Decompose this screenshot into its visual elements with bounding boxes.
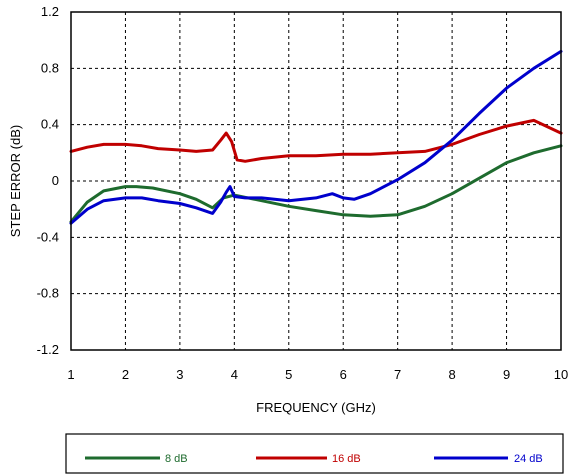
y-tick-label: -1.2 bbox=[37, 342, 59, 357]
legend: 8 dB 16 dB 24 dB bbox=[85, 453, 543, 465]
tick-labels: 1 2 3 4 5 6 7 8 9 10 -1.2 -0.8 -0.4 0 0.4 0.8 1.2 bbox=[37, 4, 569, 382]
y-tick-label: -0.8 bbox=[37, 286, 59, 301]
x-tick-label: 10 bbox=[554, 367, 568, 382]
legend-label: 24 dB bbox=[514, 453, 543, 465]
x-axis-label: FREQUENCY (GHz) bbox=[256, 400, 376, 415]
legend-label: 16 dB bbox=[332, 453, 361, 465]
x-tick-label: 5 bbox=[285, 367, 292, 382]
x-tick-label: 6 bbox=[340, 367, 347, 382]
y-tick-label: 0 bbox=[52, 173, 59, 188]
series-line-24-db bbox=[69, 49, 563, 225]
x-tick-label: 7 bbox=[394, 367, 401, 382]
series-line-8-db bbox=[69, 144, 563, 224]
legend-box bbox=[65, 433, 564, 474]
y-tick-label: 1.2 bbox=[41, 4, 59, 19]
x-tick-label: 9 bbox=[503, 367, 510, 382]
plot-frame bbox=[70, 11, 562, 351]
x-tick-label: 3 bbox=[176, 367, 183, 382]
y-tick-label: 0.4 bbox=[41, 117, 59, 132]
y-tick-label: -0.4 bbox=[37, 229, 59, 244]
y-axis-label: STEP ERROR (dB) bbox=[8, 125, 23, 237]
series-line-16-db bbox=[69, 118, 563, 163]
y-tick-label: 0.8 bbox=[41, 60, 59, 75]
x-tick-label: 4 bbox=[231, 367, 238, 382]
x-tick-label: 8 bbox=[448, 367, 455, 382]
x-tick-label: 2 bbox=[122, 367, 129, 382]
x-tick-label: 1 bbox=[67, 367, 74, 382]
series-lines bbox=[69, 49, 563, 225]
legend-label: 8 dB bbox=[165, 453, 188, 465]
grid-lines bbox=[71, 12, 561, 350]
